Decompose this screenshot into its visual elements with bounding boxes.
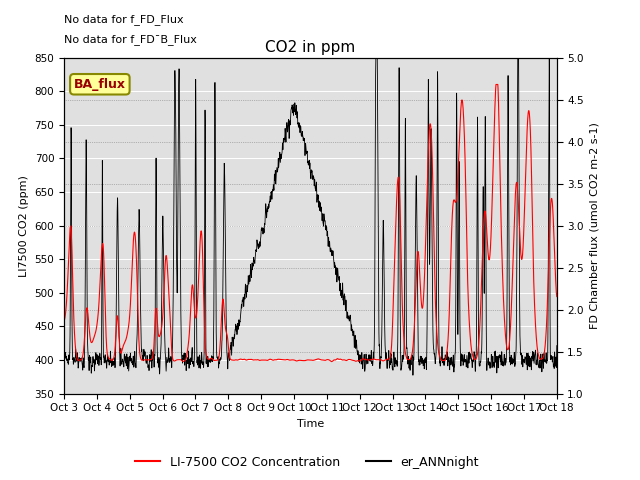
Y-axis label: FD Chamber flux (umol CO2 m-2 s-1): FD Chamber flux (umol CO2 m-2 s-1) (589, 122, 600, 329)
Y-axis label: LI7500 CO2 (ppm): LI7500 CO2 (ppm) (19, 175, 29, 276)
Title: CO2 in ppm: CO2 in ppm (265, 40, 356, 55)
Legend: LI-7500 CO2 Concentration, er_ANNnight: LI-7500 CO2 Concentration, er_ANNnight (131, 451, 484, 474)
X-axis label: Time: Time (297, 419, 324, 429)
Text: No data for f_FD_Flux: No data for f_FD_Flux (64, 14, 184, 25)
Text: No data for f_FD¯B_Flux: No data for f_FD¯B_Flux (64, 34, 197, 45)
Text: BA_flux: BA_flux (74, 78, 126, 91)
